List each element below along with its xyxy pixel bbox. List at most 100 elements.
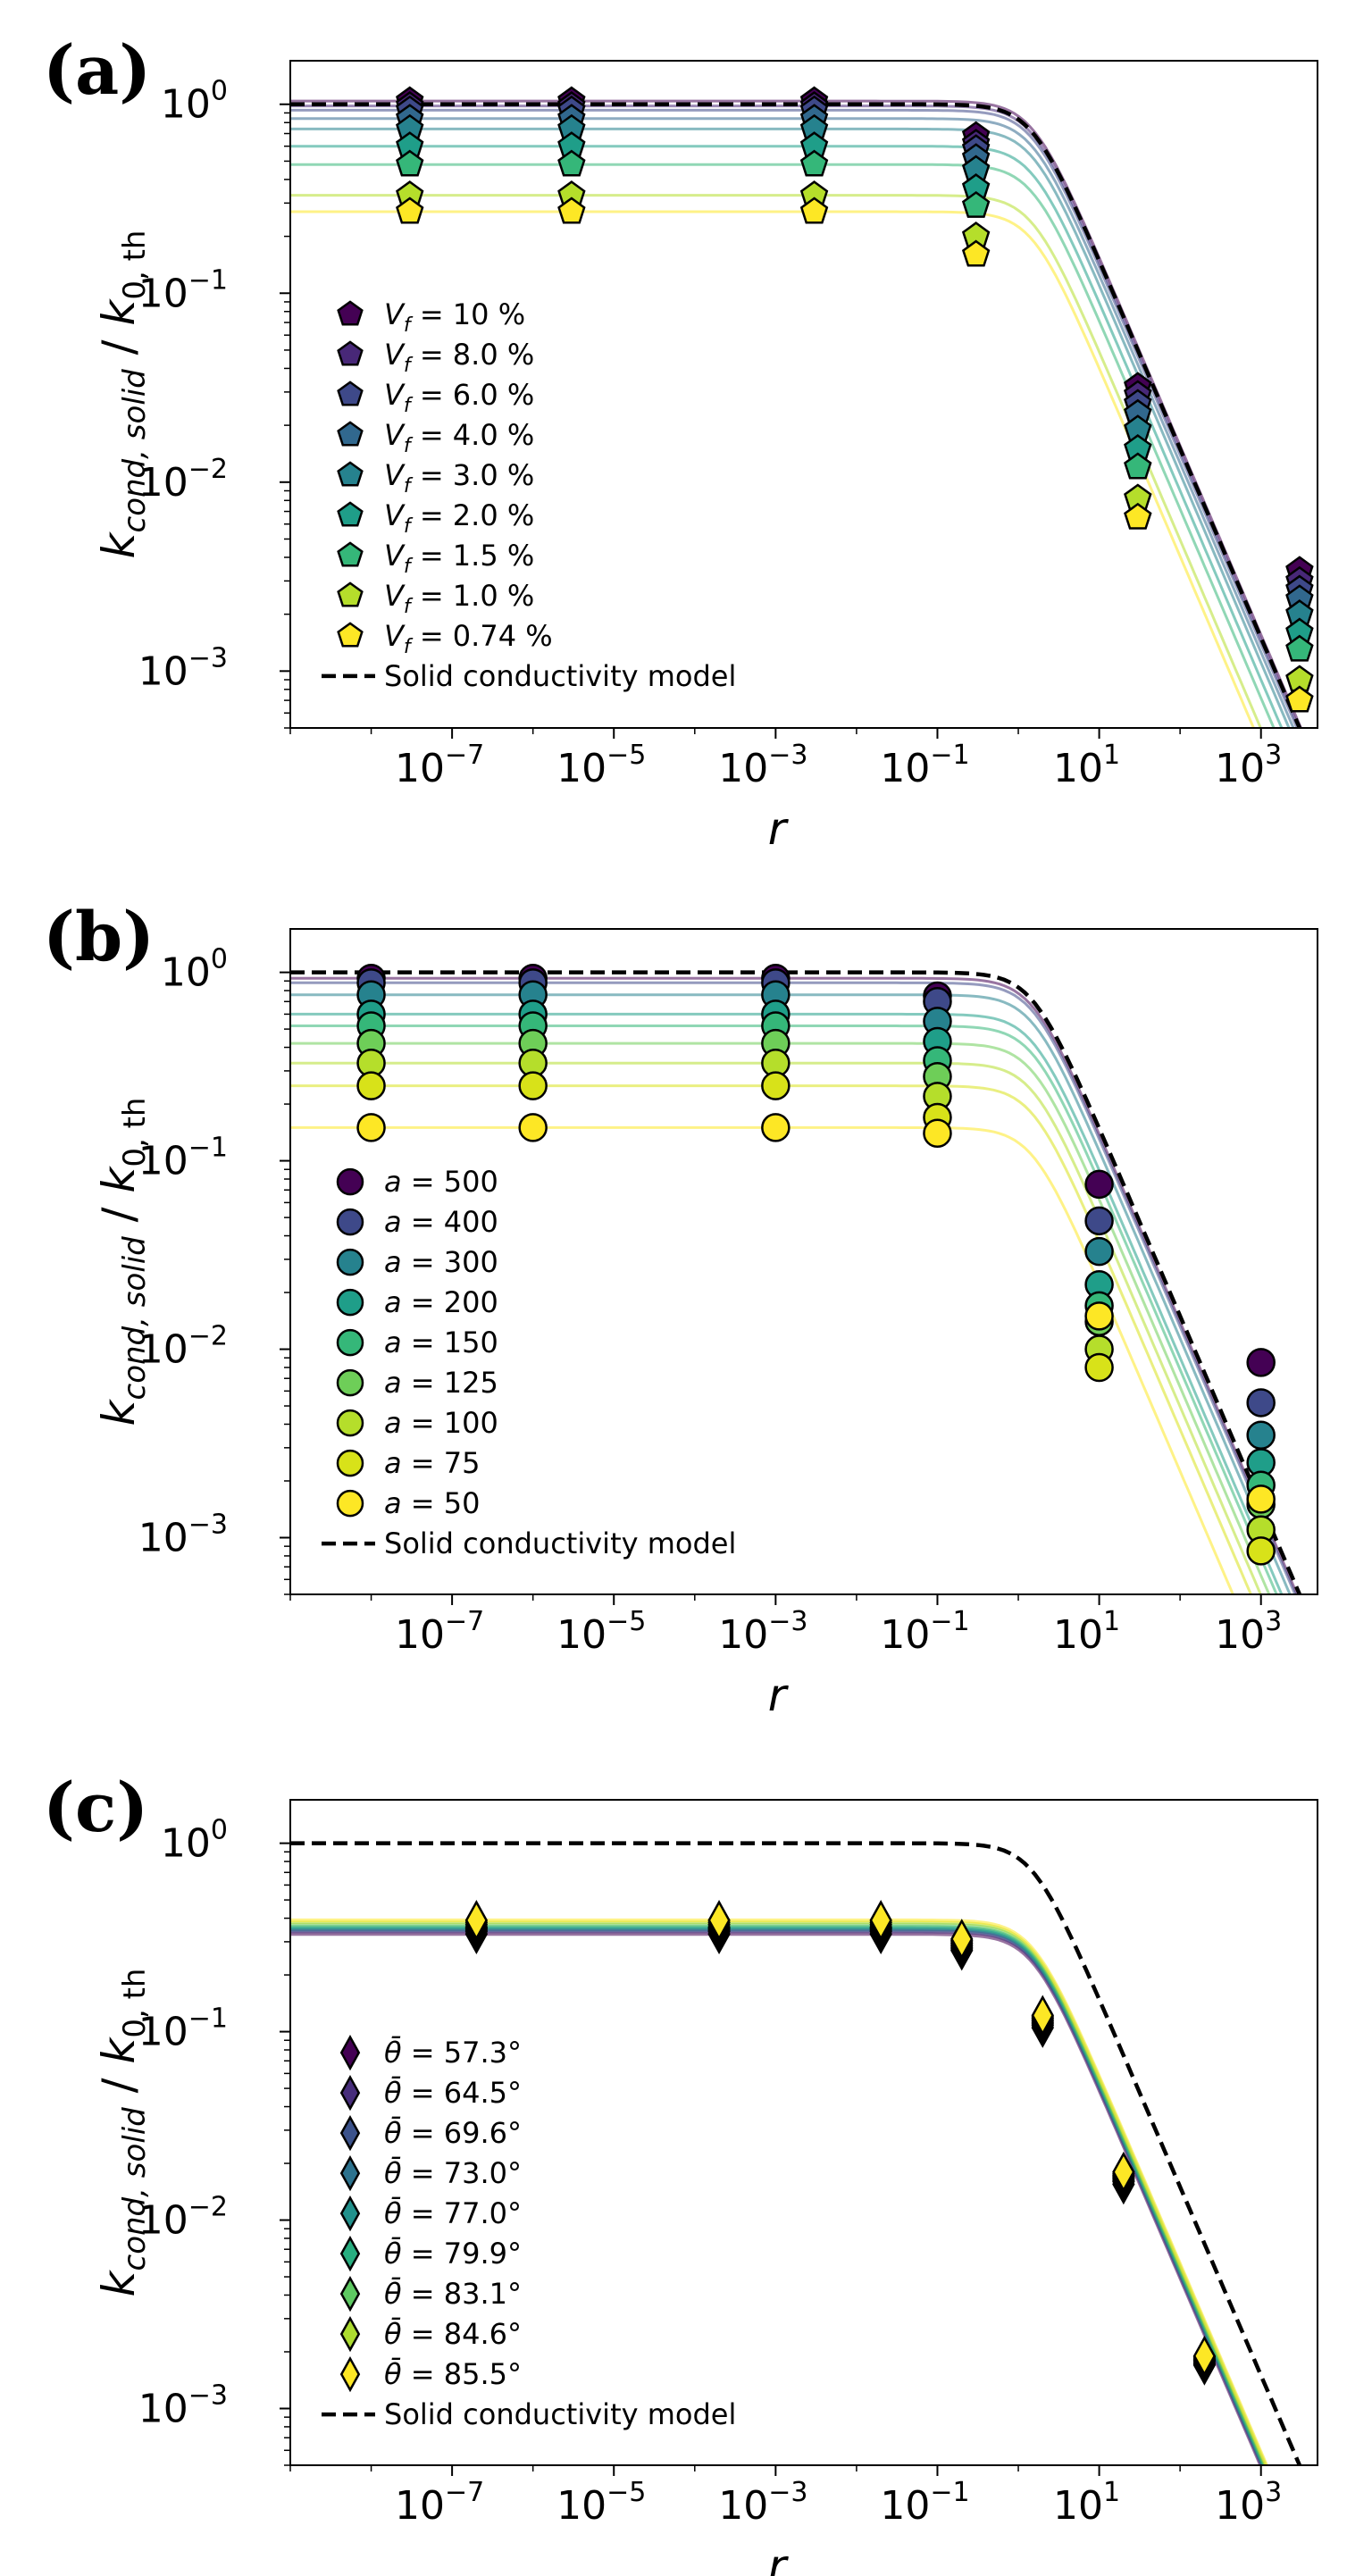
x-tick-label: 10−7 (395, 2477, 484, 2529)
data-point (961, 239, 991, 267)
x-tick-label: 10−1 (880, 2477, 969, 2529)
data-point (1285, 634, 1314, 662)
legend-entry: Vf = 2.0 % (384, 498, 534, 538)
x-tick-label: 101 (1053, 740, 1120, 791)
model-curve (290, 102, 1302, 728)
y-tick-label: 100 (161, 76, 228, 128)
data-point (336, 1328, 364, 1357)
y-tick-label: 10−3 (138, 642, 228, 694)
y-tick-label: 10−3 (138, 1509, 228, 1560)
data-point (339, 2074, 361, 2112)
data-point (799, 197, 829, 224)
data-point (336, 1489, 364, 1518)
legend-entry: Vf = 0.74 % (384, 619, 553, 658)
legend-entry: θ̄ = 64.5° (384, 2075, 522, 2110)
x-axis-label: r (768, 2540, 790, 2576)
legend-entry: Vf = 1.5 % (384, 539, 534, 578)
data-point (339, 2195, 361, 2232)
data-point (337, 541, 364, 567)
x-tick-label: 103 (1215, 2477, 1282, 2529)
data-point (923, 1118, 952, 1148)
legend-entry: θ̄ = 77.0° (384, 2195, 522, 2230)
series-curve (290, 1918, 1269, 2465)
x-tick-label: 10−5 (556, 1606, 646, 1658)
data-point (707, 1900, 731, 1941)
legend-entry: Vf = 1.0 % (384, 579, 534, 618)
series-curve (290, 163, 1276, 728)
data-point (761, 1071, 791, 1100)
x-tick-label: 10−7 (395, 1606, 484, 1658)
data-point (1124, 502, 1152, 530)
data-point (336, 1167, 364, 1196)
data-point (339, 2235, 361, 2272)
legend-entry: a = 50 (384, 1486, 480, 1520)
data-point (557, 197, 586, 224)
legend-entry: θ̄ = 57.3° (384, 2035, 522, 2070)
legend: θ̄ = 57.3° θ̄ = 64.5° θ̄ = 69.6° θ̄ = 73.0°… (322, 2034, 736, 2431)
data-point (1084, 1352, 1114, 1383)
data-point (339, 2315, 361, 2353)
series-curve (290, 993, 1292, 1594)
legend-entry: θ̄ = 83.1° (384, 2276, 522, 2311)
legend-entry: a = 400 (384, 1205, 498, 1239)
data-point (1246, 1485, 1276, 1514)
legend-entry: a = 500 (384, 1165, 498, 1199)
legend: a = 500 a = 400 a = 300 a = 200 a = 150 a = 1… (322, 1165, 736, 1560)
legend-entry: Vf = 4.0 % (384, 418, 534, 457)
data-point (1084, 1169, 1114, 1200)
series-curve (290, 976, 1299, 1594)
y-axis-label: kcond, solid / k0, th (93, 230, 153, 559)
plot-area (290, 1841, 1302, 2465)
legend-entry: a = 75 (384, 1446, 480, 1480)
data-point (337, 381, 364, 406)
y-tick-label: 10−1 (138, 264, 228, 316)
x-tick-label: 10−3 (718, 740, 807, 791)
legend-entry: a = 200 (384, 1285, 498, 1319)
x-tick-label: 10−5 (556, 2477, 646, 2529)
panel-label: (c) (43, 1768, 148, 1847)
data-point (339, 2275, 361, 2313)
data-point (1124, 452, 1152, 480)
data-point (339, 2154, 361, 2192)
x-tick-label: 10−7 (395, 740, 484, 791)
legend-entry: a = 100 (384, 1406, 498, 1440)
x-tick-label: 103 (1215, 740, 1282, 791)
data-point (339, 2034, 361, 2071)
data-point (339, 2114, 361, 2152)
x-tick-label: 10−1 (880, 740, 969, 791)
axes-frame (289, 1799, 1318, 2466)
legend-entry: Vf = 10 % (384, 297, 525, 337)
data-point (557, 149, 586, 177)
legend-entry: Vf = 3.0 % (384, 458, 534, 498)
y-axis-label: kcond, solid / k0, th (93, 1098, 153, 1426)
legend: Vf = 10 %Vf = 8.0 %Vf = 6.0 %Vf = 4.0 %V… (322, 297, 736, 693)
data-point (1246, 1420, 1276, 1450)
data-point (337, 340, 364, 366)
x-tick-label: 10−3 (718, 1606, 807, 1658)
x-tick-label: 101 (1053, 1606, 1120, 1658)
series-curve (290, 1084, 1253, 1594)
model-curve (290, 970, 1302, 1594)
x-tick-label: 10−1 (880, 1606, 969, 1658)
legend-entry: Vf = 6.0 % (384, 378, 534, 417)
panel-label: (b) (43, 897, 155, 976)
legend-entry: θ̄ = 79.9° (384, 2236, 522, 2271)
data-point (1246, 1388, 1276, 1418)
series-curve (290, 1041, 1271, 1594)
data-point (1084, 1301, 1114, 1331)
y-tick-label: 10−3 (138, 2379, 228, 2431)
data-point (1112, 2151, 1135, 2193)
data-point (336, 1449, 364, 1477)
data-point (1192, 2335, 1217, 2377)
data-point (336, 1368, 364, 1397)
data-point (1031, 1995, 1054, 2037)
legend-entry: a = 300 (384, 1245, 498, 1279)
legend-entry: Vf = 8.0 % (384, 338, 534, 377)
data-point (336, 1248, 364, 1276)
panel-label: (a) (43, 30, 151, 110)
data-point (950, 1919, 974, 1960)
data-point (337, 581, 364, 607)
y-tick-label: 100 (161, 944, 228, 996)
y-tick-label: 100 (161, 1815, 228, 1867)
legend-entry: a = 125 (384, 1366, 498, 1400)
